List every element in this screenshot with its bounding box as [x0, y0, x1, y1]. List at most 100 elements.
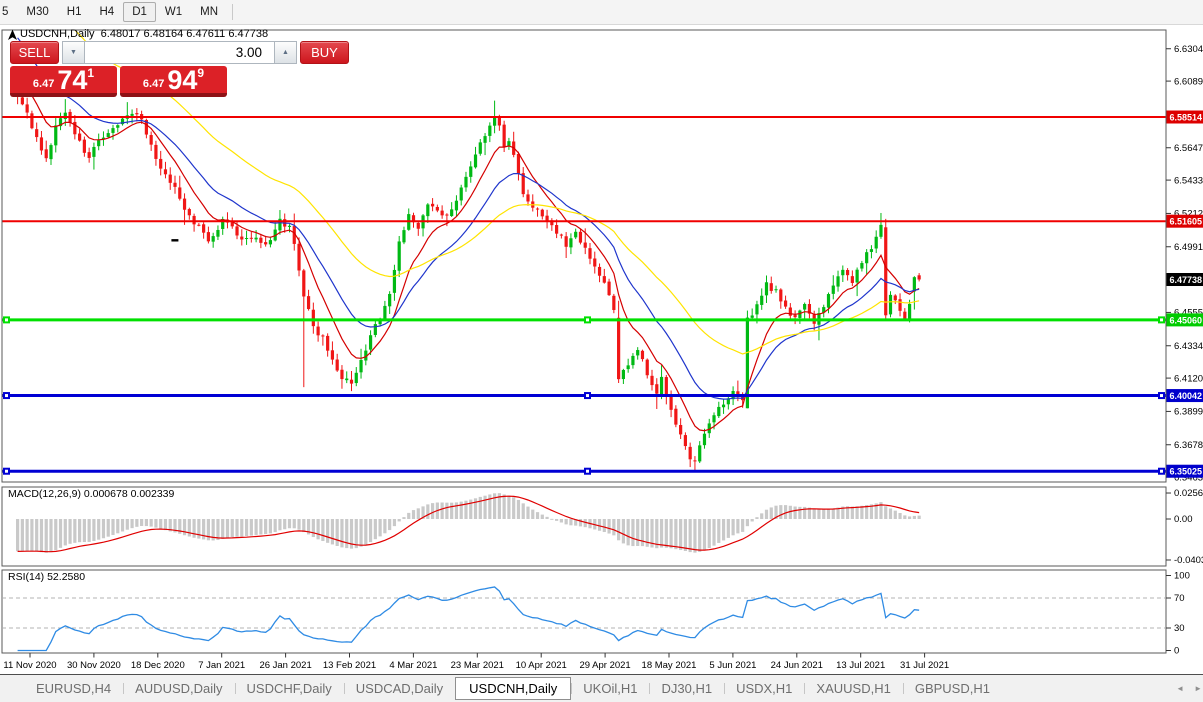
timeframe-button-h1[interactable]: H1: [66, 6, 82, 18]
tab-scroll-right-icon[interactable]: ►: [1194, 684, 1202, 693]
pane-border: [1, 486, 1167, 567]
pane-border: [1, 569, 1167, 654]
hline-handle-center: [586, 318, 589, 322]
toolbar-separator: [232, 4, 234, 20]
svg-text:6.45060: 6.45060: [1170, 315, 1203, 325]
one-click-trading-panel: SELL ▼ ▲ BUY 6.47 74 1 6.47 94 9: [10, 41, 349, 97]
volume-stepper: ▼ ▲: [62, 41, 297, 64]
macd-signal-line: [17, 495, 920, 553]
date-axis[interactable]: 11 Nov 2020 30 Nov 2020 18 Dec 2020 7 Jan 2…: [3, 653, 949, 671]
timeframe-button-d1[interactable]: D1: [123, 2, 156, 22]
timeframe-toolbar: 5 M30 H1 H4 D1 W1 MN: [0, 0, 1203, 25]
buy-button[interactable]: BUY: [300, 41, 349, 64]
price-axis[interactable]: 6.63040 6.60895 6.56475 6.54330 6.52120 6.499…: [1166, 44, 1203, 483]
svg-text:13 Feb 2021: 13 Feb 2021: [323, 660, 376, 671]
svg-text:6.47738: 6.47738: [1170, 275, 1203, 285]
tab-usdx-h1[interactable]: USDX,H1: [724, 678, 804, 699]
buy-price-prefix: 6.47: [142, 78, 165, 90]
price-level-badge: 6.51605: [1166, 214, 1203, 228]
price-level-badge: 6.45060: [1166, 313, 1203, 327]
volume-input[interactable]: [85, 41, 274, 64]
svg-text:11 Nov 2020: 11 Nov 2020: [3, 660, 56, 671]
tab-usdcnh-daily[interactable]: USDCNH,Daily: [455, 677, 572, 700]
svg-text:6.43345: 6.43345: [1174, 341, 1203, 352]
timeframe-button-mn[interactable]: MN: [200, 6, 219, 18]
candles-layer: [16, 90, 921, 471]
svg-text:30: 30: [1174, 623, 1185, 634]
macd-layer: [16, 493, 921, 553]
trade-panel-prices: 6.47 74 1 6.47 94 9: [10, 66, 227, 97]
tab-audusd-daily[interactable]: AUDUSD,Daily: [123, 678, 234, 699]
price-level-badge: 6.58514: [1166, 110, 1203, 124]
chart-title: USDCNH,Daily 6.48017 6.48164 6.47611 6.4…: [20, 28, 269, 40]
tab-scroll-left-icon[interactable]: ◄: [1176, 684, 1185, 693]
svg-text:6.45555: 6.45555: [1174, 308, 1203, 319]
tab-usdchf-daily[interactable]: USDCHF,Daily: [234, 678, 344, 699]
chart-tabbar: EURUSD,H4 AUDUSD,Daily USDCHF,Daily USDCAD,…: [0, 674, 1203, 702]
tab-ukoil-h1[interactable]: UKOil,H1: [571, 678, 649, 699]
svg-text:4 Mar 2021: 4 Mar 2021: [389, 660, 437, 671]
timeframe-button-h4[interactable]: H4: [99, 6, 115, 18]
svg-text:0.00: 0.00: [1174, 514, 1193, 525]
hline-handle-center: [586, 394, 589, 398]
svg-text:5 Jun 2021: 5 Jun 2021: [709, 660, 756, 671]
ma-fast-line: [17, 75, 920, 432]
svg-text:100: 100: [1174, 571, 1190, 582]
svg-text:6.49910: 6.49910: [1174, 242, 1203, 253]
svg-text:6.52120: 6.52120: [1174, 209, 1203, 220]
svg-text:6.34635: 6.34635: [1174, 472, 1203, 483]
svg-text:13 Jul 2021: 13 Jul 2021: [836, 660, 885, 671]
buy-price-display: 6.47 94 9: [120, 66, 227, 97]
hline-handle-center: [586, 469, 589, 473]
svg-text:6.35025: 6.35025: [1170, 467, 1203, 477]
svg-text:7 Jan 2021: 7 Jan 2021: [198, 660, 245, 671]
sell-price-prefix: 6.47: [32, 78, 55, 90]
svg-text:6.36780: 6.36780: [1174, 440, 1203, 451]
hline-handle-center: [5, 394, 8, 398]
tab-scroll-arrows: ◄ ►: [1176, 675, 1203, 702]
svg-text:23 Mar 2021: 23 Mar 2021: [451, 660, 504, 671]
sell-button[interactable]: SELL: [10, 41, 59, 64]
price-chart[interactable]: 6.63040 6.60895 6.56475 6.54330 6.52120 6.499…: [0, 0, 1203, 674]
tab-eurusd-h4[interactable]: EURUSD,H4: [36, 681, 112, 696]
price-level-badge: 6.47738: [1166, 273, 1203, 287]
tab-dj30-h1[interactable]: DJ30,H1: [649, 678, 724, 699]
sell-price-display: 6.47 74 1: [10, 66, 117, 97]
svg-text:18 May 2021: 18 May 2021: [642, 660, 697, 671]
tab-usdcad-daily[interactable]: USDCAD,Daily: [343, 678, 455, 699]
timeframe-button-m30[interactable]: M30: [26, 6, 49, 18]
svg-text:26 Jan 2021: 26 Jan 2021: [259, 660, 311, 671]
rsi-label: RSI(14) 52.2580: [8, 570, 86, 583]
tab-gbpusd-h1[interactable]: GBPUSD,H1: [902, 678, 1002, 699]
svg-text:6.63040: 6.63040: [1174, 44, 1203, 55]
svg-text:30 Nov 2020: 30 Nov 2020: [67, 660, 121, 671]
rsi-layer: [3, 586, 1165, 652]
svg-text:31 Jul 2021: 31 Jul 2021: [900, 660, 949, 671]
svg-text:70: 70: [1174, 593, 1185, 604]
hline-handle-center: [1160, 394, 1163, 398]
svg-text:18 Dec 2020: 18 Dec 2020: [131, 660, 185, 671]
hline-handle-center: [1160, 318, 1163, 322]
sell-price-pip: 1: [87, 66, 95, 80]
svg-text:24 Jun 2021: 24 Jun 2021: [771, 660, 823, 671]
tab-xauusd-h1[interactable]: XAUUSD,H1: [804, 678, 902, 699]
svg-text:29 Apr 2021: 29 Apr 2021: [579, 660, 630, 671]
volume-increase-icon[interactable]: ▲: [274, 41, 297, 64]
svg-text:6.38990: 6.38990: [1174, 407, 1203, 418]
svg-text:10 Apr 2021: 10 Apr 2021: [516, 660, 567, 671]
chart-object-dash[interactable]: [171, 239, 179, 242]
svg-text:0: 0: [1174, 646, 1179, 657]
volume-decrease-icon[interactable]: ▼: [62, 41, 85, 64]
price-level-badge: 6.40042: [1166, 389, 1203, 403]
svg-text:-0.04038: -0.04038: [1174, 555, 1203, 566]
sell-price-big: 74: [57, 65, 88, 95]
svg-text:6.41200: 6.41200: [1174, 373, 1203, 384]
svg-text:6.60895: 6.60895: [1174, 76, 1203, 87]
timeframe-button-5[interactable]: 5: [2, 6, 9, 18]
trade-panel-controls: SELL ▼ ▲ BUY: [10, 41, 349, 64]
svg-text:6.58514: 6.58514: [1170, 112, 1203, 122]
timeframe-button-w1[interactable]: W1: [164, 6, 183, 18]
